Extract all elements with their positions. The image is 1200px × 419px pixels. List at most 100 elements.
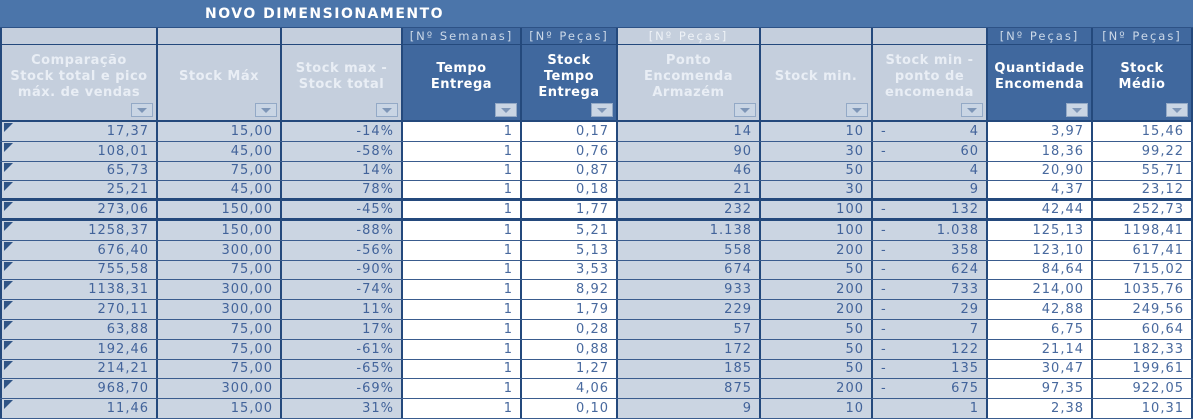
cell-r8-c3[interactable]: -90% [282,260,403,280]
cell-r6-c9[interactable]: 125,13 [988,220,1093,240]
cell-r4-c10[interactable]: 23,12 [1093,181,1193,199]
cell-r15-c4[interactable]: 1 [403,399,522,418]
cell-r12-c7[interactable]: 50 [761,339,873,359]
cell-r11-c8[interactable]: -7 [873,319,988,339]
cell-r11-c10[interactable]: 60,64 [1093,319,1193,339]
cell-r15-c8[interactable]: 1 [873,399,988,418]
cell-r7-c3[interactable]: -56% [282,240,403,260]
cell-r14-c4[interactable]: 1 [403,379,522,399]
cell-r2-c2[interactable]: 45,00 [158,141,282,161]
cell-r2-c5[interactable]: 0,76 [522,141,618,161]
cell-r5-c5[interactable]: 1,77 [522,201,618,218]
cell-r9-c9[interactable]: 214,00 [988,280,1093,300]
cell-r1-c9[interactable]: 3,97 [988,122,1093,141]
cell-r12-c6[interactable]: 172 [618,339,761,359]
cell-r3-c6[interactable]: 46 [618,161,761,181]
cell-r7-c4[interactable]: 1 [403,240,522,260]
cell-r7-c2[interactable]: 300,00 [158,240,282,260]
column-header-tempo-entrega[interactable]: Tempo Entrega [403,45,522,120]
filter-button[interactable] [255,103,277,117]
cell-r9-c7[interactable]: 200 [761,280,873,300]
cell-r12-c8[interactable]: - 122 [873,339,988,359]
cell-r3-c3[interactable]: 14% [282,161,403,181]
cell-r5-c3[interactable]: -45% [282,201,403,218]
cell-r13-c9[interactable]: 30,47 [988,359,1093,379]
column-header-ponto-encomenda[interactable]: Ponto Encomenda Armazém [618,45,761,120]
cell-r11-c1[interactable]: 63,88 [0,319,158,339]
column-header-stock-max[interactable]: Stock Máx [158,45,282,120]
cell-r9-c2[interactable]: 300,00 [158,280,282,300]
cell-r15-c6[interactable]: 9 [618,399,761,418]
cell-r9-c6[interactable]: 933 [618,280,761,300]
column-header-quantidade-encomenda[interactable]: Quantidade Encomenda [988,45,1093,120]
cell-r6-c4[interactable]: 1 [403,220,522,240]
cell-r12-c10[interactable]: 182,33 [1093,339,1193,359]
cell-r8-c7[interactable]: 50 [761,260,873,280]
cell-r6-c5[interactable]: 5,21 [522,220,618,240]
cell-r10-c8[interactable]: - 29 [873,300,988,319]
cell-r10-c2[interactable]: 300,00 [158,300,282,319]
cell-r2-c4[interactable]: 1 [403,141,522,161]
cell-r2-c7[interactable]: 30 [761,141,873,161]
cell-r2-c3[interactable]: -58% [282,141,403,161]
cell-r11-c5[interactable]: 0,28 [522,319,618,339]
cell-r13-c6[interactable]: 185 [618,359,761,379]
cell-r2-c10[interactable]: 99,22 [1093,141,1193,161]
cell-r14-c2[interactable]: 300,00 [158,379,282,399]
cell-r5-c10[interactable]: 252,73 [1093,201,1193,218]
cell-r13-c2[interactable]: 75,00 [158,359,282,379]
cell-r15-c9[interactable]: 2,38 [988,399,1093,418]
cell-r7-c6[interactable]: 558 [618,240,761,260]
cell-r4-c2[interactable]: 45,00 [158,181,282,199]
cell-r8-c2[interactable]: 75,00 [158,260,282,280]
cell-r7-c9[interactable]: 123,10 [988,240,1093,260]
cell-r3-c7[interactable]: 50 [761,161,873,181]
cell-r14-c6[interactable]: 875 [618,379,761,399]
filter-button[interactable] [734,103,756,117]
cell-r14-c9[interactable]: 97,35 [988,379,1093,399]
cell-r1-c1[interactable]: 17,37 [0,122,158,141]
filter-button[interactable] [961,103,983,117]
cell-r6-c8[interactable]: - 1.038 [873,220,988,240]
filter-button[interactable] [846,103,868,117]
cell-r8-c6[interactable]: 674 [618,260,761,280]
cell-r9-c1[interactable]: 1138,31 [0,280,158,300]
column-header-stock-max-stock-total[interactable]: Stock max - Stock total [282,45,403,120]
cell-r1-c6[interactable]: 14 [618,122,761,141]
cell-r6-c2[interactable]: 150,00 [158,220,282,240]
cell-r1-c7[interactable]: 10 [761,122,873,141]
cell-r8-c8[interactable]: - 624 [873,260,988,280]
cell-r5-c8[interactable]: - 132 [873,201,988,218]
cell-r13-c8[interactable]: - 135 [873,359,988,379]
cell-r10-c1[interactable]: 270,11 [0,300,158,319]
cell-r4-c7[interactable]: 30 [761,181,873,199]
cell-r15-c2[interactable]: 15,00 [158,399,282,418]
cell-r14-c10[interactable]: 922,05 [1093,379,1193,399]
cell-r4-c9[interactable]: 4,37 [988,181,1093,199]
cell-r8-c4[interactable]: 1 [403,260,522,280]
cell-r1-c8[interactable]: -4 [873,122,988,141]
cell-r3-c10[interactable]: 55,71 [1093,161,1193,181]
cell-r4-c4[interactable]: 1 [403,181,522,199]
cell-r10-c9[interactable]: 42,88 [988,300,1093,319]
cell-r8-c1[interactable]: 755,58 [0,260,158,280]
cell-r12-c2[interactable]: 75,00 [158,339,282,359]
cell-r8-c9[interactable]: 84,64 [988,260,1093,280]
cell-r1-c4[interactable]: 1 [403,122,522,141]
cell-r6-c3[interactable]: -88% [282,220,403,240]
cell-r7-c5[interactable]: 5,13 [522,240,618,260]
cell-r4-c8[interactable]: 9 [873,181,988,199]
cell-r12-c5[interactable]: 0,88 [522,339,618,359]
cell-r15-c10[interactable]: 10,31 [1093,399,1193,418]
cell-r2-c8[interactable]: - 60 [873,141,988,161]
cell-r14-c5[interactable]: 4,06 [522,379,618,399]
cell-r6-c1[interactable]: 1258,37 [0,220,158,240]
cell-r9-c10[interactable]: 1035,76 [1093,280,1193,300]
column-header-comparacao-stock[interactable]: Comparação Stock total e pico máx. de ve… [0,45,158,120]
cell-r4-c1[interactable]: 25,21 [0,181,158,199]
cell-r3-c5[interactable]: 0,87 [522,161,618,181]
cell-r10-c6[interactable]: 229 [618,300,761,319]
cell-r13-c10[interactable]: 199,61 [1093,359,1193,379]
filter-button[interactable] [591,103,613,117]
cell-r14-c1[interactable]: 968,70 [0,379,158,399]
